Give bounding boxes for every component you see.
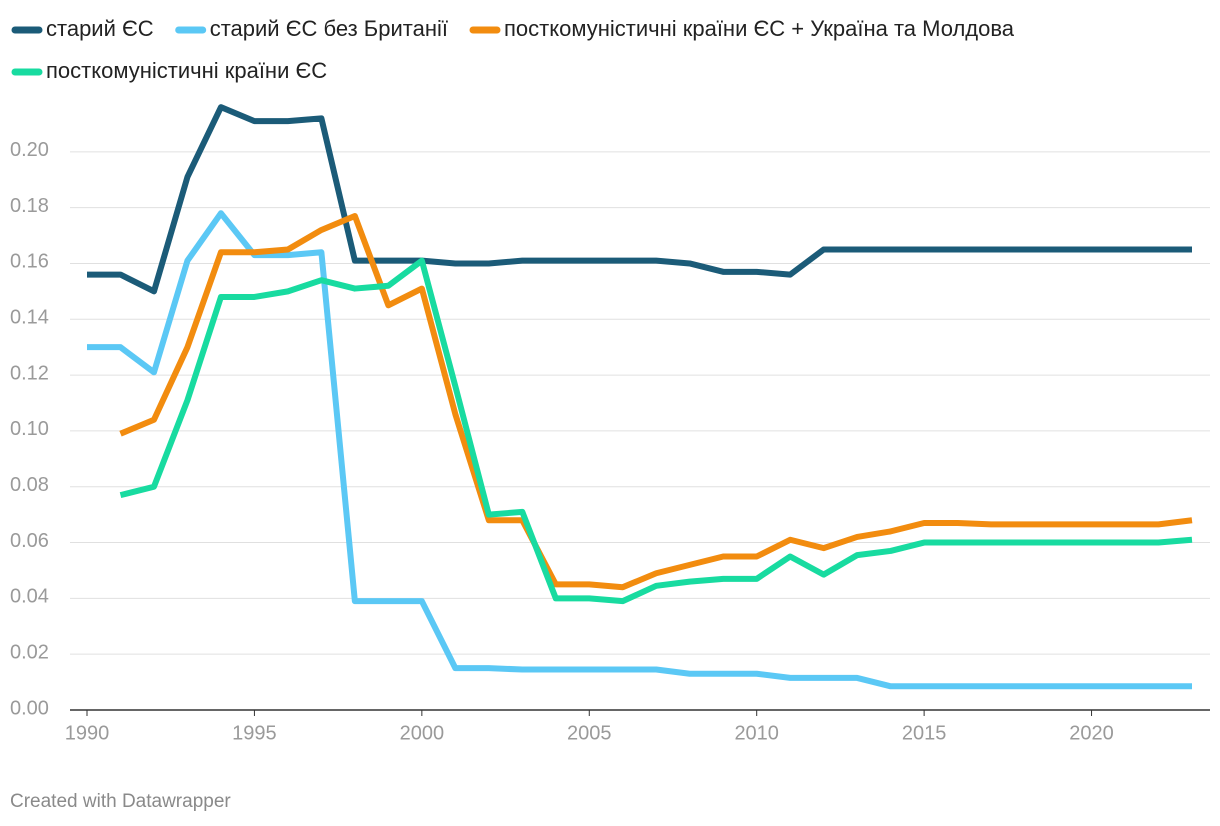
y-tick-label: 0.16 xyxy=(10,251,49,273)
y-tick-label: 0.08 xyxy=(10,474,49,496)
x-tick-label: 1995 xyxy=(232,722,277,744)
legend-label: старий ЄС без Британії xyxy=(210,16,448,41)
y-tick-label: 0.20 xyxy=(10,139,49,161)
y-tick-label: 0.12 xyxy=(10,362,49,384)
series-line xyxy=(119,257,1193,605)
legend-label: старий ЄС xyxy=(46,16,154,41)
x-tick-label: 2010 xyxy=(734,722,779,744)
y-tick-label: 0.00 xyxy=(10,697,49,719)
series-line xyxy=(119,213,1193,591)
legend-label: посткомуністичні країни ЄС + Україна та … xyxy=(504,16,1015,41)
footer: Created with Datawrapper xyxy=(10,791,231,812)
y-tick-label: 0.14 xyxy=(10,307,49,329)
x-tick-label: 2015 xyxy=(902,722,947,744)
x-tick-label: 2000 xyxy=(400,722,445,744)
y-tick-label: 0.04 xyxy=(10,586,49,608)
series-line xyxy=(87,210,1192,690)
x-tick-label: 1990 xyxy=(65,722,110,744)
y-tick-label: 0.18 xyxy=(10,195,49,217)
x-tick-label: 2020 xyxy=(1069,722,1114,744)
y-tick-label: 0.02 xyxy=(10,641,49,663)
legend-label: посткомуністичні країни ЄС xyxy=(46,58,327,83)
y-tick-label: 0.10 xyxy=(10,418,49,440)
series-line xyxy=(87,104,1192,295)
y-tick-label: 0.06 xyxy=(10,530,49,552)
x-tick-label: 2005 xyxy=(567,722,612,744)
